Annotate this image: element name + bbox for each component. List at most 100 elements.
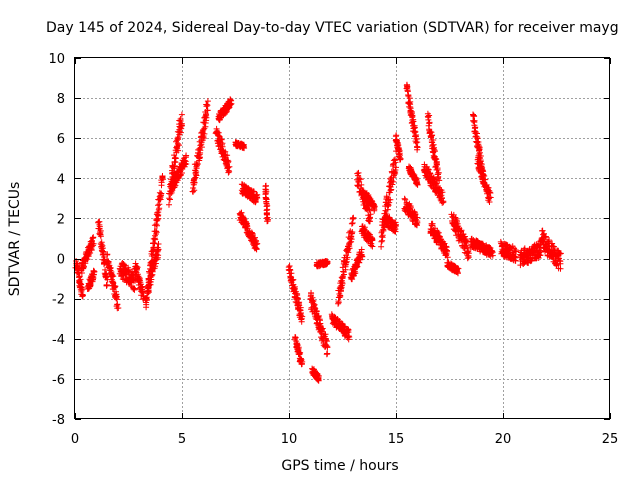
data-point xyxy=(254,195,261,201)
data-point xyxy=(345,336,352,343)
x-tick-label: 20 xyxy=(495,432,512,447)
data-point xyxy=(430,141,437,148)
data-point xyxy=(349,216,356,222)
data-point xyxy=(225,159,232,166)
data-point xyxy=(413,135,420,142)
data-point xyxy=(104,251,111,258)
data-point xyxy=(486,199,493,205)
data-point xyxy=(324,343,331,350)
data-point xyxy=(343,259,350,266)
x-tick-label: 25 xyxy=(602,432,619,447)
data-point xyxy=(201,130,208,137)
data-point xyxy=(315,375,322,382)
data-point xyxy=(166,201,172,208)
data-point xyxy=(542,234,549,241)
data-point xyxy=(174,140,181,147)
data-point xyxy=(76,273,83,280)
data-point xyxy=(179,170,185,176)
data-point xyxy=(298,310,304,316)
data-point xyxy=(474,135,481,142)
data-point xyxy=(452,215,459,222)
data-point xyxy=(379,232,386,239)
data-point xyxy=(131,285,138,292)
data-point xyxy=(175,147,182,154)
x-tick-label: 15 xyxy=(388,432,405,447)
data-point xyxy=(401,195,408,202)
data-point xyxy=(199,134,206,141)
data-point xyxy=(298,315,305,322)
data-point xyxy=(366,206,373,213)
data-point xyxy=(158,179,165,186)
data-point xyxy=(396,150,403,157)
data-point xyxy=(349,230,355,237)
data-point xyxy=(386,199,393,206)
data-point xyxy=(413,221,419,227)
data-point xyxy=(539,237,546,244)
data-point xyxy=(77,280,84,287)
data-point xyxy=(349,276,356,283)
data-point xyxy=(489,252,496,259)
data-point xyxy=(103,282,110,289)
data-point xyxy=(178,111,185,118)
data-point xyxy=(90,234,97,241)
data-point xyxy=(203,114,210,121)
data-point xyxy=(224,152,231,159)
data-point xyxy=(345,327,352,333)
chart-title: Day 145 of 2024, Sidereal Day-to-day VTE… xyxy=(46,20,619,36)
data-point xyxy=(200,126,207,133)
data-point xyxy=(340,323,347,330)
data-point xyxy=(472,125,478,131)
data-point xyxy=(458,227,465,234)
data-point xyxy=(157,192,164,199)
data-point xyxy=(156,201,163,208)
data-point xyxy=(323,259,330,266)
data-point xyxy=(90,271,97,278)
data-point xyxy=(359,253,366,260)
y-tick-labels: -8 -6 -4 -2 0 2 4 6 8 10 xyxy=(48,52,65,428)
y-tick-label: -8 xyxy=(52,413,65,428)
data-point xyxy=(191,175,198,182)
data-point xyxy=(172,155,179,162)
data-point xyxy=(414,181,421,188)
data-point xyxy=(387,196,394,203)
data-point xyxy=(358,246,365,253)
data-point xyxy=(434,165,441,172)
data-point xyxy=(319,325,326,332)
data-point xyxy=(487,245,494,251)
data-point xyxy=(225,169,232,176)
data-point xyxy=(388,186,395,193)
data-point xyxy=(411,208,418,215)
data-point xyxy=(150,235,157,242)
data-point xyxy=(433,161,440,168)
y-tick-label: -2 xyxy=(52,293,65,308)
data-point xyxy=(342,263,349,270)
data-point xyxy=(354,264,361,270)
data-point xyxy=(369,237,376,244)
data-point xyxy=(252,199,259,206)
data-point xyxy=(264,218,271,224)
data-point xyxy=(286,263,293,269)
data-point xyxy=(414,219,421,226)
data-point xyxy=(356,175,363,182)
data-point xyxy=(425,166,431,173)
data-point xyxy=(182,158,189,165)
data-point xyxy=(292,334,299,341)
data-point xyxy=(371,207,378,214)
data-point xyxy=(486,244,493,251)
data-point xyxy=(411,128,418,135)
data-point xyxy=(226,163,233,170)
x-tick-label: 0 xyxy=(71,432,79,447)
data-point xyxy=(436,233,443,240)
data-point xyxy=(143,294,150,301)
data-point xyxy=(315,312,322,319)
data-point xyxy=(194,161,201,167)
data-point xyxy=(440,199,447,206)
data-point xyxy=(480,171,487,178)
data-point xyxy=(295,345,302,352)
data-point xyxy=(254,240,261,247)
data-point xyxy=(454,265,461,272)
data-point xyxy=(335,300,342,307)
data-point xyxy=(153,228,159,235)
data-point xyxy=(287,267,294,274)
data-point xyxy=(343,258,350,265)
